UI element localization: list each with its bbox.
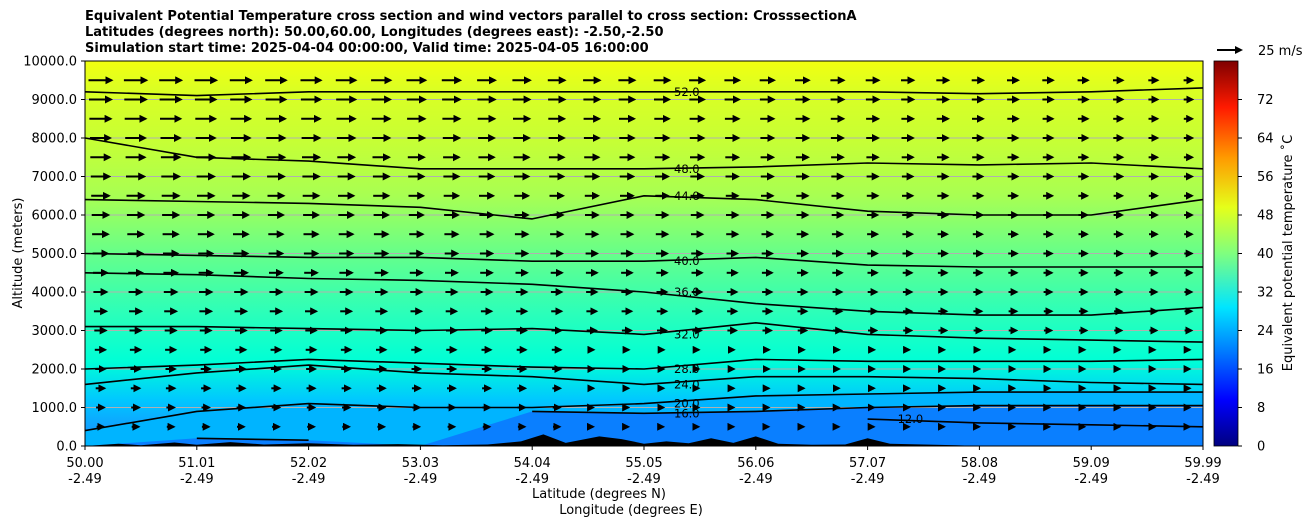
x-axis-label-lon: Longitude (degrees E)	[559, 503, 703, 518]
contour-48.0	[85, 137, 1203, 170]
x-tick-label-lat: 59.99	[1184, 456, 1221, 471]
y-tick-label: 10000.0	[23, 55, 77, 70]
contour-12.0	[867, 418, 1203, 428]
x-tick-label-lon: -2.49	[68, 472, 102, 487]
contour-52.0	[85, 87, 1203, 97]
contour-20.0	[85, 391, 1203, 432]
contour-40.0	[85, 252, 1203, 268]
x-tick-label-lat: 56.06	[737, 456, 774, 471]
colorbar: 0 8 16 24 32 40 48 56 64 72 Equivalent potential …	[1213, 60, 1296, 455]
colorbar-tick-label: 72	[1257, 93, 1274, 108]
y-tick-label: 8000.0	[32, 132, 78, 147]
wind-vectors	[88, 76, 1195, 431]
y-tick-label: 2000.0	[32, 363, 78, 378]
colorbar-tick-label: 16	[1257, 363, 1274, 378]
x-tick-label-lon: -2.49	[180, 472, 214, 487]
x-tick-label-lon: -2.49	[963, 472, 997, 487]
title-line-3: Simulation start time: 2025-04-04 00:00:…	[85, 41, 649, 56]
contour-label: 32.0	[674, 327, 700, 341]
colorbar-tick-label: 56	[1257, 170, 1274, 185]
colorbar-ticks: 0 8 16 24 32 40 48 56 64 72	[1238, 93, 1274, 455]
x-tick-label-lon: -2.49	[404, 472, 438, 487]
contour-label: 36.0	[674, 285, 700, 299]
x-axis-label-lat: Latitude (degrees N)	[532, 487, 666, 502]
colorbar-tick-label: 8	[1257, 401, 1265, 416]
colorbar-tick-label: 40	[1257, 247, 1274, 262]
y-tick-label: 7000.0	[32, 170, 78, 185]
terrain	[85, 434, 1203, 446]
x-tick-label-lon: -2.49	[851, 472, 885, 487]
y-tick-label: 9000.0	[32, 93, 78, 108]
contour-24.0	[85, 364, 1203, 386]
x-tick-label-lon: -2.49	[1074, 472, 1108, 487]
x-tick-label-lat: 52.02	[290, 456, 327, 471]
title-line-1: Equivalent Potential Temperature cross s…	[85, 9, 857, 24]
title-line-2: Latitudes (degrees north): 50.00,60.00, …	[85, 25, 664, 40]
x-axis: 50.00-2.4951.01-2.4952.02-2.4953.03-2.49…	[66, 446, 1222, 487]
x-tick-label-lon: -2.49	[1186, 472, 1220, 487]
x-tick-label-lon: -2.49	[739, 472, 773, 487]
band-below-16	[85, 405, 1203, 446]
colorbar-tick-label: 48	[1257, 209, 1274, 224]
x-tick-label-lon: -2.49	[627, 472, 661, 487]
x-tick-label-lat: 53.03	[402, 456, 439, 471]
colorbar-label: Equivalent potential temperature ˚C	[1280, 135, 1296, 371]
x-tick-label-lat: 58.08	[961, 456, 998, 471]
contour-label: 40.0	[674, 254, 700, 268]
x-tick-label-lat: 50.00	[66, 456, 103, 471]
x-tick-label-lat: 51.01	[178, 456, 215, 471]
y-tick-label: 1000.0	[32, 401, 78, 416]
colorbar-tick-label: 64	[1257, 132, 1274, 147]
colorbar-tick-label: 24	[1257, 324, 1274, 339]
y-tick-label: 0.0	[56, 440, 77, 455]
x-tick-label-lat: 59.09	[1073, 456, 1110, 471]
contour-label: 52.0	[674, 85, 700, 99]
chart-title: Equivalent Potential Temperature cross s…	[85, 9, 857, 57]
x-tick-label-lat: 57.07	[849, 456, 886, 471]
contour-label: 12.0	[898, 412, 924, 426]
y-axis-label: Altitude (meters)	[11, 198, 26, 309]
contour-32.0	[85, 322, 1203, 343]
y-axis: 0.0 1000.0 2000.0 3000.0 4000.0 5000.0 6000.0 7…	[23, 55, 85, 455]
y-tick-label: 4000.0	[32, 286, 78, 301]
colorbar-tick-label: 32	[1257, 286, 1274, 301]
x-tick-label-lat: 55.05	[625, 456, 662, 471]
terrain-profile	[85, 434, 1203, 446]
x-tick-label-lon: -2.49	[292, 472, 326, 487]
contour-label: 48.0	[674, 162, 700, 176]
colorbar-scale	[1213, 60, 1239, 447]
contour-label: 44.0	[674, 189, 700, 203]
plot-area: 12.016.020.024.028.032.036.040.044.048.0…	[84, 60, 1204, 447]
y-tick-label: 3000.0	[32, 324, 78, 339]
colorbar-tick-label: 0	[1257, 440, 1265, 455]
wind-key: 25 m/s	[1217, 44, 1303, 59]
wind-key-label: 25 m/s	[1258, 44, 1303, 59]
y-tick-label: 5000.0	[32, 247, 78, 262]
contour-label: 20.0	[674, 397, 700, 411]
x-tick-label-lat: 54.04	[514, 456, 551, 471]
contour-16.0	[196, 404, 1203, 441]
y-tick-label: 6000.0	[32, 209, 78, 224]
contour-28.0	[85, 358, 1203, 370]
x-tick-label-lon: -2.49	[515, 472, 549, 487]
